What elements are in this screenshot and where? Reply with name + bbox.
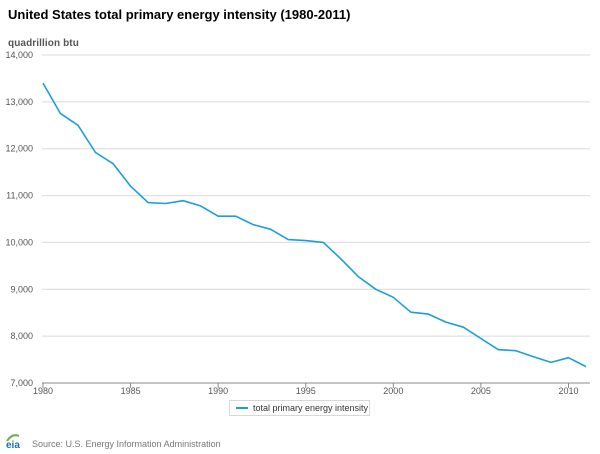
x-tick-label: 1990 (208, 386, 228, 396)
y-axis-ticks: 7,000 8,000 9,000 10,000 11,000 12,000 13,000 1… (5, 50, 33, 388)
series-line-total-primary-energy-intensity[interactable] (42, 82, 587, 368)
series-lines (42, 82, 587, 368)
x-axis: 1980 1985 1990 1995 2000 2005 2010 (33, 383, 578, 396)
eia-logo-icon: eia (6, 434, 20, 450)
legend-label: total primary energy intensity (253, 403, 369, 413)
y-tick-label: 13,000 (5, 97, 33, 107)
x-tick-label: 2000 (383, 386, 403, 396)
source-note: Source: U.S. Energy Information Administ… (32, 439, 221, 449)
x-tick-label: 2010 (558, 386, 578, 396)
x-tick-label: 2005 (471, 386, 491, 396)
y-axis-unit-label: quadrillion btu (8, 38, 79, 49)
y-tick-label: 14,000 (5, 50, 33, 60)
y-tick-label: 12,000 (5, 144, 33, 154)
chart-title: United States total primary energy inten… (8, 7, 351, 22)
x-tick-label: 1980 (33, 386, 53, 396)
y-tick-label: 11,000 (6, 191, 33, 201)
y-tick-label: 10,000 (5, 237, 33, 247)
grid-lines (42, 54, 590, 384)
legend[interactable]: total primary energy intensity (229, 400, 370, 416)
x-tick-label: 1995 (296, 386, 316, 396)
logo-text: eia (6, 440, 20, 450)
x-tick-label: 1985 (121, 386, 141, 396)
y-tick-label: 8,000 (10, 331, 33, 341)
y-tick-label: 7,000 (10, 378, 33, 388)
legend-swatch (236, 407, 248, 409)
y-tick-label: 9,000 (10, 284, 33, 294)
